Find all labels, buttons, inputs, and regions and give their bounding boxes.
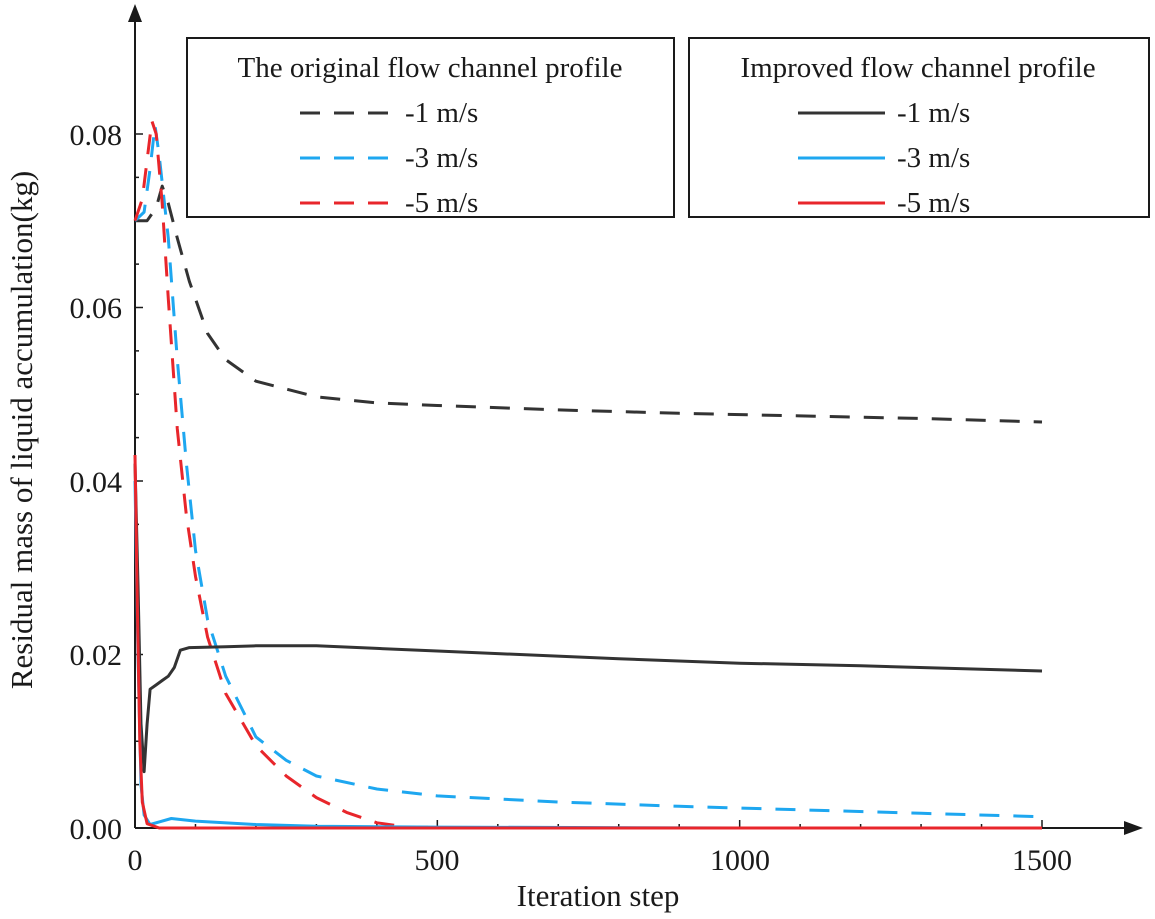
legend-improved-box <box>688 37 1150 218</box>
legend-original-label-3: -5 m/s <box>405 187 478 219</box>
legend-original-label-2: -3 m/s <box>405 142 478 174</box>
legend-original-title: The original flow channel profile <box>238 52 623 84</box>
x-tick-label: 1000 <box>710 844 770 877</box>
x-tick-label: 1500 <box>1012 844 1072 877</box>
y-tick-label: 0.04 <box>70 466 123 499</box>
series-line-5 <box>133 480 1042 830</box>
axis-ticks <box>134 133 1043 829</box>
series-line-2 <box>133 123 1043 819</box>
x-tick-label: 0 <box>128 844 143 877</box>
series-line-4 <box>133 463 1043 774</box>
x-tick-label: 500 <box>415 844 460 877</box>
series-line-1 <box>135 184 1043 424</box>
series-group <box>133 119 1043 830</box>
legend-improved-label-1: -1 m/s <box>897 97 970 129</box>
series-line-3 <box>133 119 1042 830</box>
legend-improved-label-3: -5 m/s <box>897 187 970 219</box>
legend-improved-label-2: -3 m/s <box>897 142 970 174</box>
legend-original-box <box>186 37 675 218</box>
y-tick-label: 0.06 <box>70 292 123 325</box>
y-axis-arrow <box>128 4 142 22</box>
x-axis-title: Iteration step <box>517 878 680 913</box>
legend-improved-title: Improved flow channel profile <box>740 52 1095 84</box>
y-tick-label: 0.00 <box>70 813 123 846</box>
legend-original-label-1: -1 m/s <box>405 97 478 129</box>
y-axis-title: Residual mass of liquid accumulation(kg) <box>4 171 39 689</box>
y-tick-labels: 0.00 0.02 0.04 0.06 0.08 <box>70 119 123 846</box>
x-tick-labels: 0 500 1000 1500 <box>128 844 1073 877</box>
y-tick-label: 0.02 <box>70 639 123 672</box>
series-line-6 <box>133 454 1042 830</box>
legend-original: The original flow channel profile -1 m/s… <box>186 37 675 219</box>
x-axis-arrow <box>1124 821 1143 835</box>
legend-improved: Improved flow channel profile -1 m/s -3 … <box>688 37 1150 219</box>
y-tick-label: 0.08 <box>70 119 123 152</box>
